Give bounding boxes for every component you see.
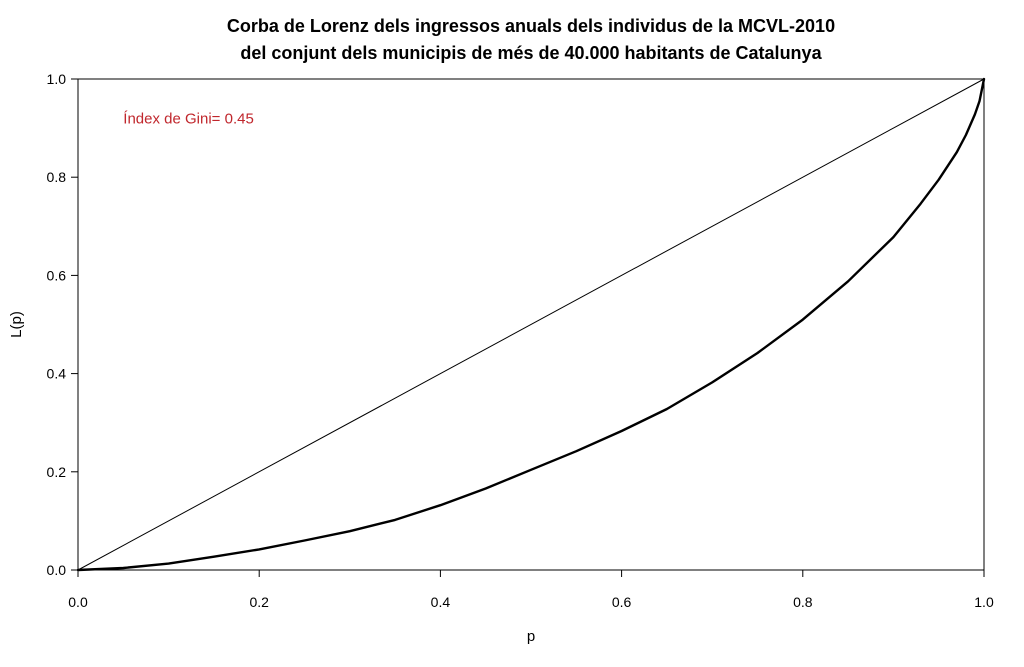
lorenz-curve [76, 77, 986, 572]
x-tick-label: 0.4 [431, 594, 451, 610]
y-tick-label: 0.4 [47, 366, 67, 382]
x-tick-label: 0.2 [249, 594, 269, 610]
y-tick-label: 1.0 [47, 71, 67, 87]
chart-subtitle: del conjunt dels municipis de més de 40.… [240, 43, 822, 63]
y-tick-label: 0.0 [47, 562, 67, 578]
x-tick-label: 0.8 [793, 594, 813, 610]
gini-annotation: Índex de Gini= 0.45 [123, 110, 254, 127]
y-axis-label: L(p) [8, 311, 25, 338]
plot-frame [77, 78, 985, 571]
y-axis: 0.0 0.2 0.4 0.6 0.8 1.0 [47, 71, 78, 578]
chart-title: Corba de Lorenz dels ingressos anuals de… [227, 16, 835, 36]
equality-line [77, 78, 985, 571]
series-layer [76, 77, 986, 572]
y-tick-label: 0.8 [47, 169, 67, 185]
x-tick-label: 0.0 [68, 594, 88, 610]
x-axis-label: p [527, 628, 535, 645]
x-axis: 0.0 0.2 0.4 0.6 0.8 1.0 [68, 570, 994, 610]
y-tick-label: 0.2 [47, 464, 67, 480]
x-tick-label: 1.0 [974, 594, 994, 610]
x-tick-label: 0.6 [612, 594, 632, 610]
y-tick-label: 0.6 [47, 267, 67, 283]
